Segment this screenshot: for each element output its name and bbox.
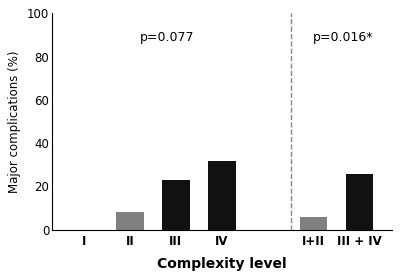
Bar [208,160,236,230]
Bar [346,174,373,230]
Text: p=0.077: p=0.077 [140,31,194,44]
Bar [162,180,190,230]
Y-axis label: Major complications (%): Major complications (%) [8,50,21,193]
Bar [300,217,327,230]
Text: p=0.016*: p=0.016* [313,31,374,44]
Bar [116,213,144,230]
X-axis label: Complexity level: Complexity level [157,257,287,271]
